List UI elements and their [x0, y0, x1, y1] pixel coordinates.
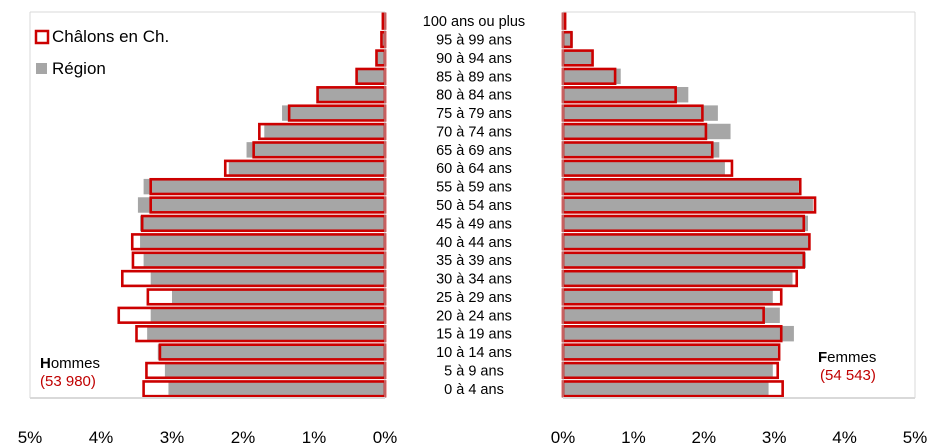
hommes-label: Hommes (53 980): [40, 355, 100, 390]
femmes-initial: F: [818, 349, 827, 366]
x-tick-left-1: 4%: [89, 428, 114, 445]
bar-region-femmes-15: [563, 105, 718, 121]
bar-region-hommes-16: [317, 86, 385, 103]
bar-region-femmes-8: [563, 234, 810, 250]
x-tick-right-5: 5%: [903, 428, 928, 445]
hommes-initial: H: [40, 355, 51, 372]
age-label-19: 95 à 99 ans: [436, 33, 512, 49]
x-tick-right-3: 3%: [762, 428, 787, 445]
x-tick-left-2: 3%: [160, 428, 185, 445]
svg-text:Femmes: Femmes: [818, 349, 876, 366]
age-label-10: 50 à 54 ans: [436, 198, 512, 214]
age-label-4: 20 à 24 ans: [436, 308, 512, 324]
femmes-count: (54 543): [820, 367, 876, 384]
x-tick-right-2: 2%: [692, 428, 717, 445]
bar-region-femmes-1: [563, 362, 773, 379]
bar-region-hommes-12: [228, 160, 385, 176]
x-tick-left-3: 2%: [231, 428, 256, 445]
bar-region-hommes-7: [143, 252, 385, 268]
age-label-17: 85 à 89 ans: [436, 69, 512, 85]
bar-region-femmes-10: [563, 197, 813, 213]
age-label-3: 15 à 19 ans: [436, 327, 512, 343]
age-labels: 0 à 4 ans 5 à 9 ans 10 à 14 ans 15 à 19 ans…: [423, 14, 525, 398]
age-label-18: 90 à 94 ans: [436, 51, 512, 67]
bar-region-femmes-3: [563, 325, 794, 342]
age-label-13: 65 à 69 ans: [436, 143, 512, 159]
bar-region-femmes-7: [563, 252, 806, 268]
bar-region-femmes-19: [563, 31, 573, 48]
bar-region-hommes-1: [164, 362, 385, 379]
bar-region-hommes-3: [147, 325, 385, 342]
age-label-15: 75 à 79 ans: [436, 106, 512, 122]
bar-region-hommes-10: [137, 197, 385, 213]
age-label-12: 60 à 64 ans: [436, 161, 512, 177]
age-label-6: 30 à 34 ans: [436, 272, 512, 288]
x-tick-labels: 5% 4% 3% 2% 1% 0% 0% 1% 2% 3% 4% 5%: [18, 428, 928, 445]
bar-region-hommes-15: [282, 105, 385, 121]
age-label-11: 55 à 59 ans: [436, 180, 512, 196]
age-label-20: 100 ans ou plus: [423, 14, 525, 30]
bar-region-femmes-12: [563, 160, 725, 176]
bar-region-hommes-4: [150, 307, 385, 324]
x-tick-right-0: 0%: [551, 428, 576, 445]
bar-region-hommes-8: [140, 234, 385, 250]
hommes-plot: [29, 11, 387, 399]
bar-region-femmes-18: [563, 50, 594, 66]
femmes-rest: emmes: [827, 349, 876, 366]
bar-region-hommes-11: [143, 178, 385, 195]
femmes-plot: [561, 11, 916, 399]
hommes-count: (53 980): [40, 373, 96, 390]
bar-region-femmes-5: [563, 289, 773, 305]
x-tick-right-4: 4%: [832, 428, 857, 445]
age-label-1: 5 à 9 ans: [444, 363, 504, 379]
age-label-14: 70 à 74 ans: [436, 124, 512, 140]
legend-label-region: Région: [52, 59, 106, 78]
hommes-rest: ommes: [51, 355, 100, 372]
age-label-2: 10 à 14 ans: [436, 345, 512, 361]
legend-swatch-city: [34, 29, 50, 45]
bar-region-femmes-2: [563, 344, 778, 360]
x-tick-left-5: 0%: [373, 428, 398, 445]
bar-region-femmes-11: [563, 178, 799, 195]
age-label-16: 80 à 84 ans: [436, 88, 512, 104]
age-label-9: 45 à 49 ans: [436, 216, 512, 232]
age-label-0: 0 à 4 ans: [444, 382, 504, 398]
bar-region-hommes-9: [140, 215, 385, 232]
bar-region-femmes-16: [563, 86, 689, 103]
bar-region-femmes-4: [563, 307, 780, 324]
femmes-label: Femmes (54 543): [818, 349, 876, 384]
bar-region-hommes-2: [157, 344, 385, 360]
bar-region-femmes-9: [563, 215, 808, 232]
bar-region-hommes-17: [356, 68, 385, 85]
age-label-8: 40 à 44 ans: [436, 235, 512, 251]
bar-region-femmes-13: [563, 142, 720, 158]
bar-region-hommes-5: [172, 289, 385, 305]
age-label-5: 25 à 29 ans: [436, 290, 512, 306]
legend: Châlons en Ch. Région: [34, 27, 169, 78]
legend-swatch-region: [36, 63, 47, 74]
bar-region-hommes-13: [246, 142, 385, 158]
bar-region-hommes-0: [168, 381, 385, 397]
bar-region-femmes-14: [563, 123, 731, 140]
bar-region-hommes-18: [376, 50, 385, 66]
bar-region-hommes-14: [264, 123, 385, 140]
x-tick-left-4: 1%: [302, 428, 327, 445]
bar-region-hommes-6: [150, 270, 385, 287]
bar-region-femmes-17: [563, 68, 621, 85]
svg-text:Hommes: Hommes: [40, 355, 100, 372]
x-tick-left-0: 5%: [18, 428, 43, 445]
legend-label-city: Châlons en Ch.: [52, 27, 169, 46]
age-label-7: 35 à 39 ans: [436, 253, 512, 269]
bar-region-femmes-0: [563, 381, 769, 397]
bar-region-hommes-19: [381, 31, 385, 48]
x-tick-right-1: 1%: [621, 428, 646, 445]
bar-region-femmes-6: [563, 270, 793, 287]
